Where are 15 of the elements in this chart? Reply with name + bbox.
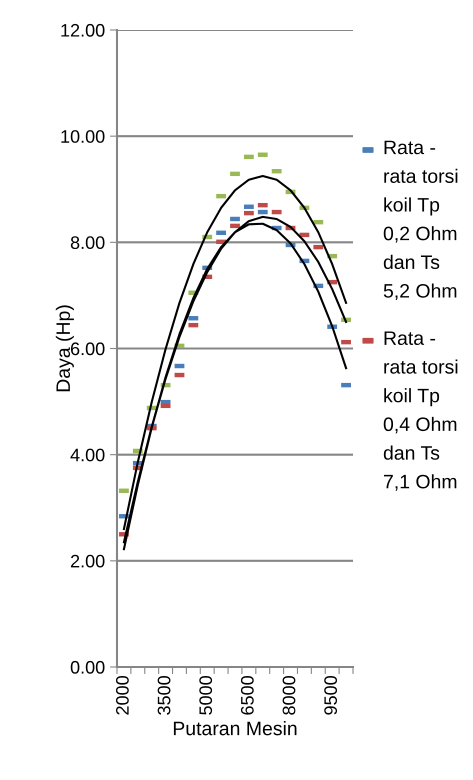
y-tick-label: 8.00 <box>70 236 104 250</box>
x-tick-label: 6500 <box>240 676 254 715</box>
y-tick-label: 2.00 <box>70 554 104 568</box>
x-tick-label: 5000 <box>199 676 212 715</box>
x-tick-label: 2000 <box>116 676 129 715</box>
x-tick-label: 3500 <box>158 676 170 715</box>
y-tick-label: 12.00 <box>61 24 104 37</box>
legend-label: Rata - rata torsi koil Tp 0,4 Ohm dan Ts 7,1 Ohm <box>384 331 458 491</box>
x-tick-label: 8000 <box>282 676 296 715</box>
y-tick-label: 10.00 <box>61 130 104 143</box>
x-axis-title: Putaran Mesin <box>174 721 296 736</box>
x-tick-label: 9500 <box>324 676 338 715</box>
legend-label: Rata - rata torsi koil Tp 0,2 Ohm dan Ts 5,2 Ohm <box>384 140 458 300</box>
y-tick-label: 0.00 <box>70 660 104 674</box>
y-tick-label: 4.00 <box>70 448 104 462</box>
